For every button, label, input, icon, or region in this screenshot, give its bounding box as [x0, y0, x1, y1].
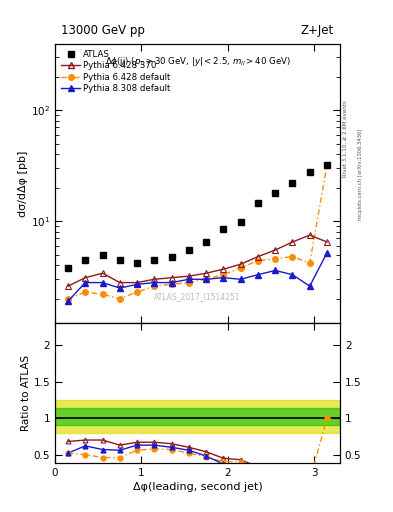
Pythia 8.308 default	[100, 280, 105, 286]
Pythia 8.308 default	[307, 283, 312, 289]
Pythia 6.428 370	[83, 274, 88, 281]
Pythia 8.308 default	[273, 267, 277, 273]
Pythia 8.308 default	[255, 271, 260, 278]
Pythia 8.308 default	[83, 280, 88, 286]
Pythia 6.428 370	[187, 273, 191, 279]
Pythia 6.428 370	[255, 253, 260, 260]
Line: Pythia 6.428 370: Pythia 6.428 370	[65, 232, 330, 289]
Pythia 6.428 370	[169, 274, 174, 281]
ATLAS	[187, 247, 191, 253]
Line: Pythia 6.428 default: Pythia 6.428 default	[65, 162, 330, 302]
Pythia 6.428 default	[325, 162, 329, 168]
Y-axis label: Ratio to ATLAS: Ratio to ATLAS	[21, 355, 31, 432]
ATLAS	[135, 260, 140, 266]
Pythia 6.428 default	[169, 281, 174, 287]
Pythia 6.428 370	[100, 270, 105, 276]
Pythia 6.428 370	[221, 266, 226, 272]
Pythia 6.428 370	[273, 247, 277, 253]
Pythia 6.428 default	[66, 296, 70, 302]
ATLAS	[325, 162, 329, 168]
Pythia 6.428 370	[290, 239, 295, 245]
X-axis label: Δφ(leading, second jet): Δφ(leading, second jet)	[132, 482, 263, 493]
ATLAS	[152, 257, 157, 263]
Pythia 6.428 default	[290, 253, 295, 260]
Pythia 8.308 default	[325, 250, 329, 256]
Pythia 6.428 default	[307, 260, 312, 266]
Pythia 6.428 default	[221, 271, 226, 278]
Pythia 8.308 default	[66, 298, 70, 304]
Text: Rivet 3.1.10, ≥ 2.6M events: Rivet 3.1.10, ≥ 2.6M events	[343, 100, 348, 177]
Pythia 6.428 370	[152, 276, 157, 282]
Line: ATLAS: ATLAS	[65, 162, 330, 271]
Pythia 6.428 370	[118, 280, 122, 286]
Pythia 6.428 default	[135, 289, 140, 295]
ATLAS	[255, 200, 260, 206]
ATLAS	[118, 257, 122, 263]
ATLAS	[83, 257, 88, 263]
Line: Pythia 8.308 default: Pythia 8.308 default	[65, 250, 330, 304]
Pythia 8.308 default	[221, 274, 226, 281]
ATLAS	[66, 265, 70, 271]
Text: 13000 GeV pp: 13000 GeV pp	[61, 24, 145, 36]
Pythia 6.428 default	[255, 258, 260, 264]
Text: mcplots.cern.ch [arXiv:1306.3436]: mcplots.cern.ch [arXiv:1306.3436]	[358, 129, 364, 220]
Pythia 6.428 default	[238, 265, 243, 271]
ATLAS	[100, 251, 105, 258]
Pythia 6.428 370	[66, 283, 70, 289]
Pythia 6.428 default	[204, 276, 208, 282]
Pythia 6.428 default	[83, 289, 88, 295]
Text: ATLAS_2017_I1514251: ATLAS_2017_I1514251	[154, 292, 241, 301]
ATLAS	[307, 168, 312, 175]
Pythia 8.308 default	[152, 280, 157, 286]
Pythia 6.428 default	[118, 296, 122, 302]
Pythia 6.428 370	[238, 261, 243, 267]
Y-axis label: dσ/dΔφ [pb]: dσ/dΔφ [pb]	[18, 151, 28, 217]
Pythia 8.308 default	[135, 281, 140, 287]
Pythia 6.428 370	[204, 270, 208, 276]
Pythia 8.308 default	[169, 280, 174, 286]
ATLAS	[273, 190, 277, 196]
Legend: ATLAS, Pythia 6.428 370, Pythia 6.428 default, Pythia 8.308 default: ATLAS, Pythia 6.428 370, Pythia 6.428 de…	[59, 48, 173, 95]
Text: $\Delta\phi$(jj) ($p_\mathrm{T} > 30$ GeV, $|y| < 2.5$, $m_{ll} > 40$ GeV): $\Delta\phi$(jj) ($p_\mathrm{T} > 30$ Ge…	[105, 55, 290, 68]
ATLAS	[204, 239, 208, 245]
Text: Z+Jet: Z+Jet	[301, 24, 334, 36]
Pythia 6.428 370	[307, 232, 312, 238]
ATLAS	[290, 180, 295, 186]
Pythia 6.428 default	[100, 291, 105, 297]
Pythia 8.308 default	[238, 276, 243, 282]
ATLAS	[221, 226, 226, 232]
ATLAS	[238, 219, 243, 225]
Pythia 8.308 default	[118, 285, 122, 291]
Pythia 8.308 default	[290, 271, 295, 278]
Pythia 8.308 default	[204, 276, 208, 282]
Pythia 6.428 default	[152, 283, 157, 289]
Pythia 6.428 370	[325, 239, 329, 245]
Pythia 6.428 default	[273, 255, 277, 262]
ATLAS	[169, 253, 174, 260]
Pythia 6.428 default	[187, 280, 191, 286]
Pythia 8.308 default	[187, 276, 191, 282]
Pythia 6.428 370	[135, 280, 140, 286]
